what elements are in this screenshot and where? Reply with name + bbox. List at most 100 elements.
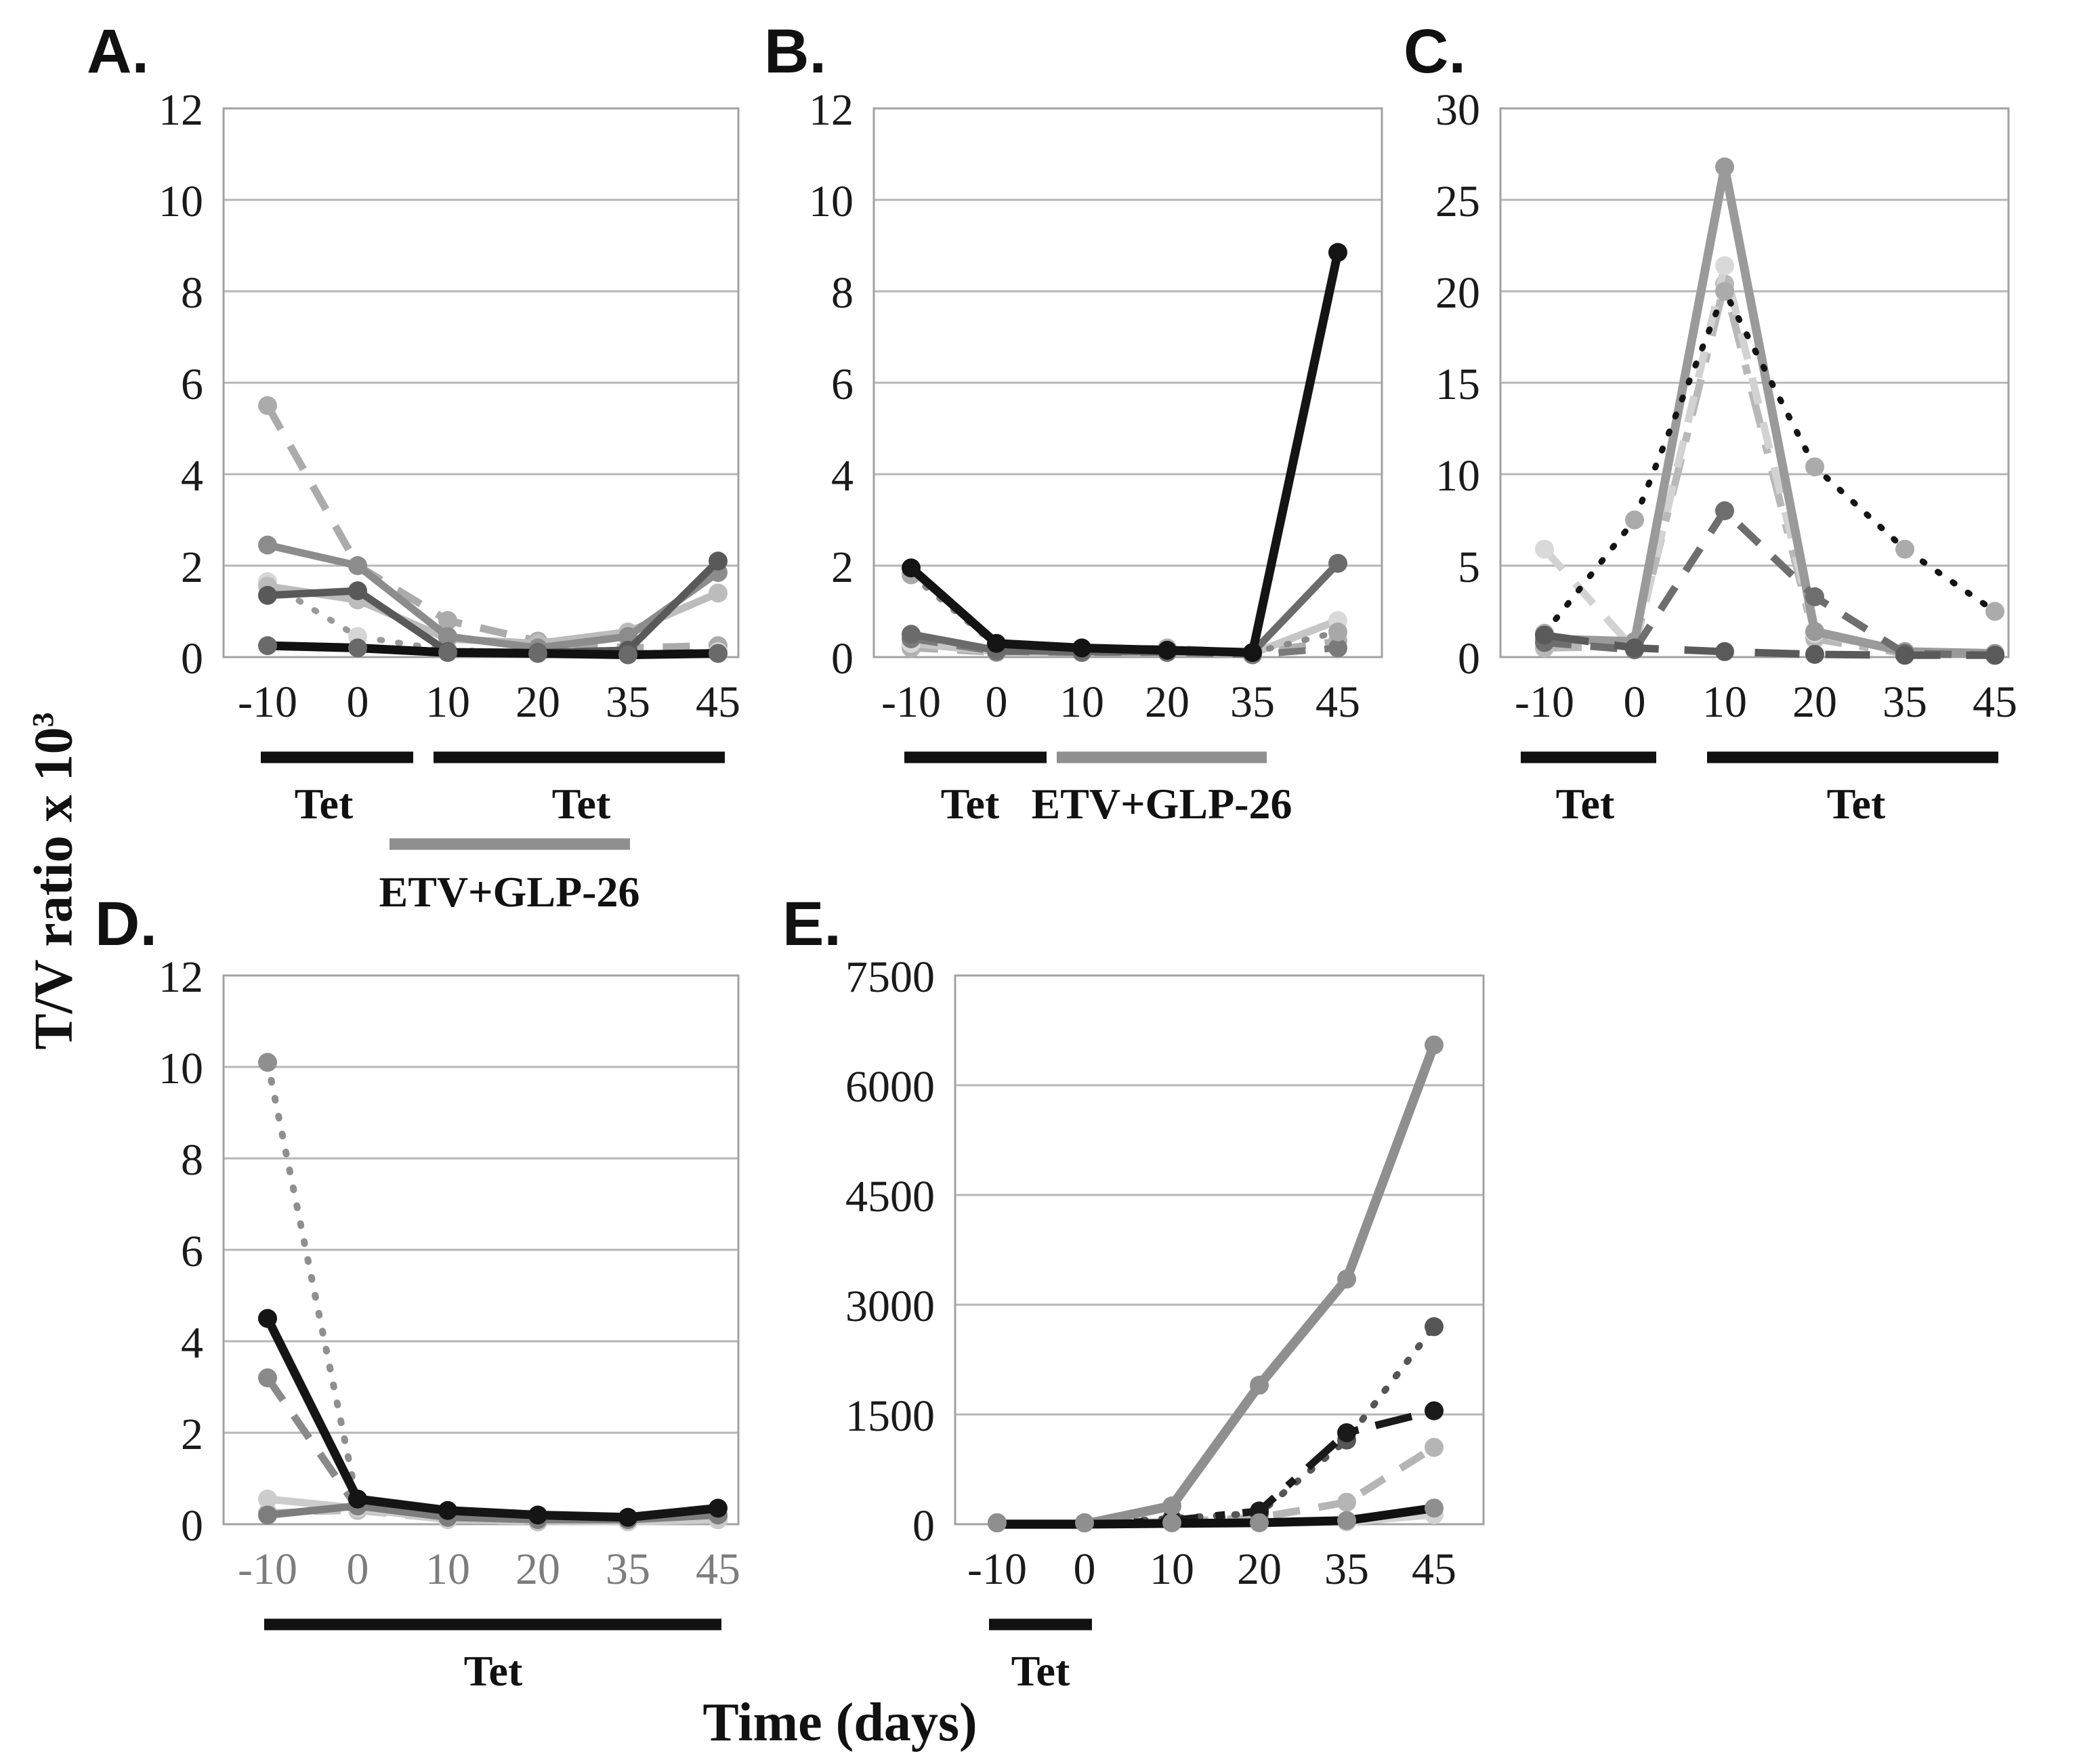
data-point-black-dotted [1715,282,1734,301]
y-tick-label: 4 [181,1318,203,1368]
data-point-black-solid [348,1489,367,1509]
series-gray-solid [1535,157,2004,663]
data-point-gray-solid [1715,157,1734,177]
y-tick-label: 2 [181,1410,203,1459]
data-point-darkgray-dashed-flat [1328,638,1347,658]
x-tick-label: -10 [967,1545,1027,1594]
series-line-lightest-dashed [1541,264,1996,658]
y-tick-label: 8 [831,268,854,318]
treatment-label: Tet [1827,780,1886,828]
x-tick-label: -10 [881,677,941,727]
x-tick-label: 35 [1230,677,1275,727]
data-point-gray-solid [1162,1496,1181,1515]
x-tick-label: 0 [1624,677,1646,727]
data-point-darkgray-longdash-flat [1895,646,1914,665]
x-tick-label: 20 [516,1545,560,1594]
data-point-gray-solid [1805,622,1824,642]
data-point-darkgray-solid [348,581,367,601]
y-tick-label: 4500 [845,1172,935,1221]
series-line-black-dashdot [997,1407,1435,1528]
data-point-black-solid [528,1505,547,1525]
x-tick-label: 45 [696,1545,740,1594]
data-point-black-solid [902,558,921,578]
series-line-gray-dotted [908,572,1341,656]
data-point-black-solid [709,644,728,663]
data-point-black-solid [1425,1498,1444,1518]
series-gray-solid [988,1035,1444,1532]
y-tick-label: 10 [1435,451,1480,501]
y-tick-label: 4 [831,451,854,501]
series-line-darkgray-longdash-flat [1544,631,1995,659]
data-point-gray-solid [1250,1375,1269,1395]
y-tick-label: 20 [1435,268,1480,318]
data-point-black-solid [258,636,277,656]
panel-label-d: D. [95,889,157,959]
y-tick-label: 0 [181,1501,203,1551]
data-point-darkgray-longdash-flat [1625,638,1644,658]
data-point-lightgray-dashed [258,396,277,415]
x-tick-label: 0 [1074,1545,1096,1594]
y-tick-label: 3000 [845,1282,935,1331]
data-point-black-dotted [1895,539,1914,559]
y-tick-label: 12 [159,952,203,1002]
y-tick-label: 2 [181,543,203,592]
data-point-darkgray-longdash-flat [1805,644,1824,664]
data-point-gray-dashed [258,1368,277,1387]
data-point-black-dotted [1985,602,2004,621]
data-point-black-dashdot [1425,1401,1444,1421]
data-point-darkgray-dashed [1715,501,1734,520]
data-point-black-solid [1072,638,1091,658]
series-black-solid [902,243,1347,663]
series-line-lightgray-dashed [264,404,719,652]
x-tick-label: 10 [1702,677,1747,727]
data-point-black-solid [438,643,457,663]
x-tick-label: 10 [425,1545,470,1594]
x-tick-label: 45 [1973,677,2017,727]
data-point-black-solid [618,645,637,665]
data-point-gray-solid [258,535,277,555]
data-point-black-solid [438,1500,457,1520]
x-tick-label: 0 [986,677,1008,727]
data-point-black-solid [348,638,367,658]
data-point-black-dashdot [1337,1423,1356,1442]
y-tick-label: 6 [181,360,203,409]
data-point-gray-solid [438,627,457,646]
data-point-darkgray-longdash-flat [1715,642,1734,661]
y-tick-label: 25 [1435,177,1480,226]
x-tick-label: 10 [425,677,470,727]
data-point-darkgray-dotted [1425,1317,1444,1337]
x-tick-label: 20 [516,677,560,727]
series-line-black-solid [264,1316,719,1522]
panel-label-a: A. [87,17,149,86]
y-tick-label: 8 [181,1135,203,1185]
series-line-black-dotted [1541,284,1998,637]
x-tick-label: 35 [1324,1545,1369,1594]
data-point-lightest-dashed [1715,256,1734,276]
data-point-gray-solid [348,556,367,575]
series-line-darkgray-solid [910,560,1341,656]
x-tick-label: 20 [1792,677,1837,727]
series-darkgray-dotted [988,1317,1444,1532]
series-gray-dotted [258,1053,728,1530]
data-point-black-dotted [1805,457,1824,477]
x-tick-label: 45 [1412,1545,1456,1594]
series-line-gray-solid [266,541,721,652]
data-point-lightest-dashed [1535,539,1554,559]
data-point-darkgray-longdash-flat [1985,646,2004,665]
data-point-darkgray-solid [709,551,728,571]
panel-label-c: C. [1404,17,1466,86]
data-point-lightgray-solid [709,583,728,603]
y-tick-label: 7500 [845,952,935,1002]
data-point-black-solid [1243,643,1262,663]
x-tick-label: 20 [1237,1545,1282,1594]
x-tick-label: 45 [1316,677,1360,727]
y-tick-label: 15 [1435,360,1480,409]
treatment-label: ETV+GLP-26 [379,868,640,916]
y-tick-label: 12 [159,85,203,135]
series-black-dotted [1535,282,2004,643]
treatment-label: Tet [295,780,354,828]
y-tick-label: 8 [181,268,203,318]
series-line-gray-solid [1544,166,1996,658]
x-tick-label: -10 [238,677,297,727]
